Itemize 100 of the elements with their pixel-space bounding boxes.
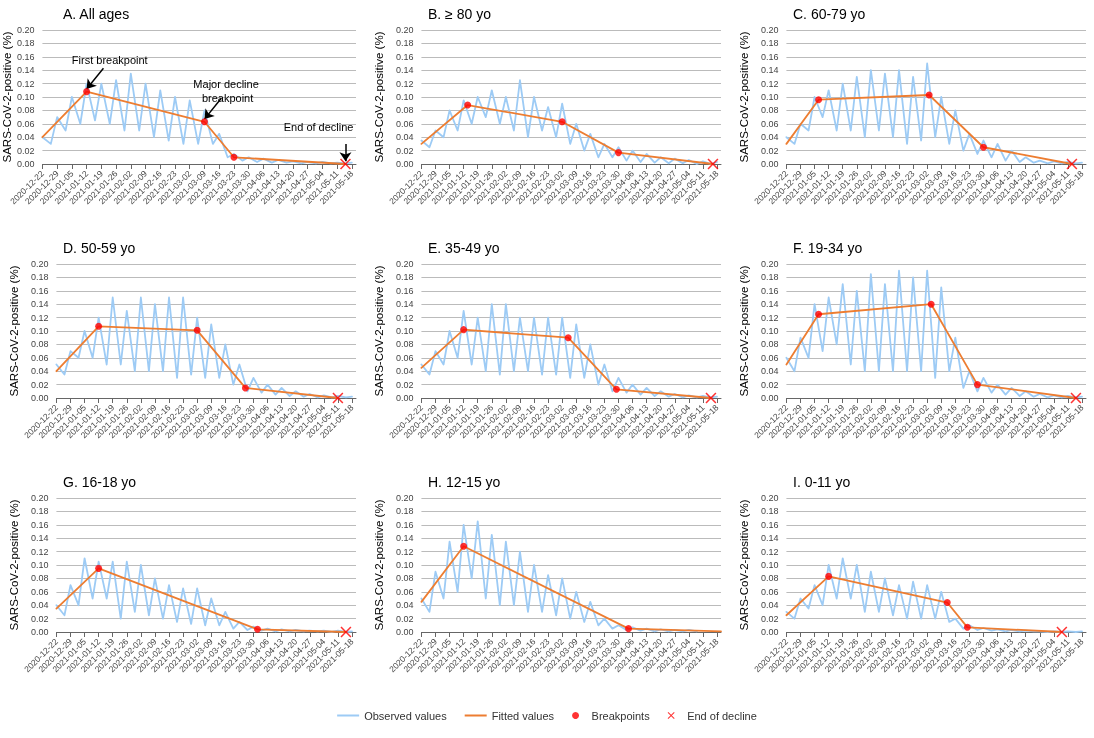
y-axis-title: SARS-CoV-2-positive (%)	[738, 31, 750, 163]
y-tick-label: 0.18	[760, 506, 779, 517]
y-tick-label: 0.16	[30, 519, 49, 530]
y-tick-label: 0.06	[395, 118, 414, 129]
point	[614, 149, 622, 157]
y-tick-label: 0.18	[30, 272, 49, 283]
chart-title: A. All ages	[63, 6, 130, 22]
point	[979, 143, 987, 151]
point	[927, 300, 935, 308]
y-tick-label: 0.16	[16, 51, 35, 62]
y-tick-label: 0.02	[16, 145, 35, 156]
y-tick-label: 0.12	[16, 78, 35, 89]
y-tick-label: 0.16	[760, 285, 779, 296]
y-tick-label: 0.14	[30, 533, 49, 544]
y-tick-label: 0.10	[30, 560, 49, 570]
point	[1066, 158, 1078, 170]
y-tick-label: 0.06	[760, 586, 779, 597]
y-tick-label: 0.20	[395, 493, 414, 503]
y-tick-label: 0.00	[760, 393, 779, 403]
y-tick-label: 0.18	[760, 272, 779, 283]
y-axis-title: SARS-CoV-2-positive (%)	[8, 499, 20, 631]
y-tick-label: 0.00	[760, 627, 779, 637]
point	[1056, 626, 1068, 638]
y-tick-label: 0.00	[16, 159, 35, 169]
y-tick-label: 0.16	[395, 285, 414, 296]
y-tick-label: 0.20	[760, 493, 779, 503]
y-tick-label: 0.06	[16, 118, 35, 129]
y-axis-title: SARS-CoV-2-positive (%)	[373, 499, 385, 631]
point	[705, 392, 717, 404]
y-tick-label: 0.12	[760, 546, 779, 557]
y-tick-label: 0.08	[760, 339, 779, 350]
y-tick-label: 0.14	[760, 299, 779, 310]
y-tick-label: 0.10	[30, 326, 49, 336]
y-tick-label: 0.04	[30, 600, 49, 611]
line-series	[420, 520, 698, 633]
chart-title: I. 0-11 yo	[793, 474, 851, 490]
point	[200, 118, 208, 126]
y-tick-label: 0.04	[760, 600, 779, 611]
y-tick-label: 0.06	[395, 586, 414, 597]
y-tick-label: 0.12	[395, 312, 414, 323]
y-tick-label: 0.00	[30, 393, 49, 403]
y-tick-label: 0.14	[395, 65, 414, 76]
y-tick-label: 0.08	[760, 573, 779, 584]
y-tick-label: 0.08	[760, 105, 779, 116]
y-tick-label: 0.12	[30, 546, 49, 557]
y-tick-label: 0.00	[395, 627, 414, 637]
y-tick-label: 0.14	[395, 299, 414, 310]
y-tick-label: 0.16	[395, 519, 414, 530]
y-tick-label: 0.08	[30, 573, 49, 584]
chart-title: E. 35-49 yo	[428, 240, 500, 256]
y-tick-label: 0.04	[16, 132, 35, 143]
y-tick-label: 0.16	[760, 51, 779, 62]
y-tick-label: 0.10	[760, 326, 779, 336]
point	[564, 334, 572, 342]
point	[332, 392, 344, 404]
point	[83, 88, 91, 96]
y-tick-label: 0.20	[395, 259, 414, 269]
y-tick-label: 0.20	[760, 259, 779, 269]
y-tick-label: 0.06	[760, 118, 779, 129]
y-tick-label: 0.20	[760, 25, 779, 35]
legend-label: End of decline	[687, 709, 757, 722]
chart-title: H. 12-15 yo	[428, 474, 501, 490]
y-tick-label: 0.12	[395, 546, 414, 557]
point	[943, 599, 951, 607]
point	[963, 623, 971, 631]
chart-title: C. 60-79 yo	[793, 6, 866, 22]
point	[464, 101, 472, 109]
point	[707, 158, 719, 170]
y-tick-label: 0.14	[16, 65, 35, 76]
y-tick-label: 0.14	[760, 65, 779, 76]
y-tick-label: 0.04	[760, 132, 779, 143]
annotation: Major decline breakpoint	[193, 77, 262, 104]
y-tick-label: 0.10	[760, 92, 779, 102]
annotation: End of decline	[283, 120, 354, 133]
y-tick-label: 0.00	[760, 159, 779, 169]
point	[95, 564, 103, 572]
y-axis-title: SARS-CoV-2-positive (%)	[1, 31, 13, 163]
y-tick-label: 0.06	[760, 352, 779, 363]
point	[612, 385, 620, 393]
chart-title: B. ≥ 80 yo	[428, 6, 492, 22]
chart-title: G. 16-18 yo	[63, 474, 137, 490]
y-tick-label: 0.02	[395, 379, 414, 390]
y-tick-label: 0.08	[395, 573, 414, 584]
y-tick-label: 0.04	[395, 366, 414, 377]
y-tick-label: 0.02	[760, 379, 779, 390]
y-tick-label: 0.12	[395, 78, 414, 89]
point	[1070, 392, 1082, 404]
point	[339, 158, 351, 170]
y-tick-label: 0.08	[395, 339, 414, 350]
chart-title: F. 19-34 yo	[793, 240, 863, 256]
point	[815, 310, 823, 318]
y-tick-label: 0.10	[395, 326, 414, 336]
y-tick-label: 0.18	[760, 38, 779, 49]
point	[340, 626, 352, 638]
y-tick-label: 0.08	[16, 105, 35, 116]
y-tick-label: 0.18	[395, 38, 414, 49]
point	[973, 381, 981, 389]
point	[825, 572, 833, 580]
y-tick-label: 0.08	[30, 339, 49, 350]
y-tick-label: 0.02	[760, 145, 779, 156]
